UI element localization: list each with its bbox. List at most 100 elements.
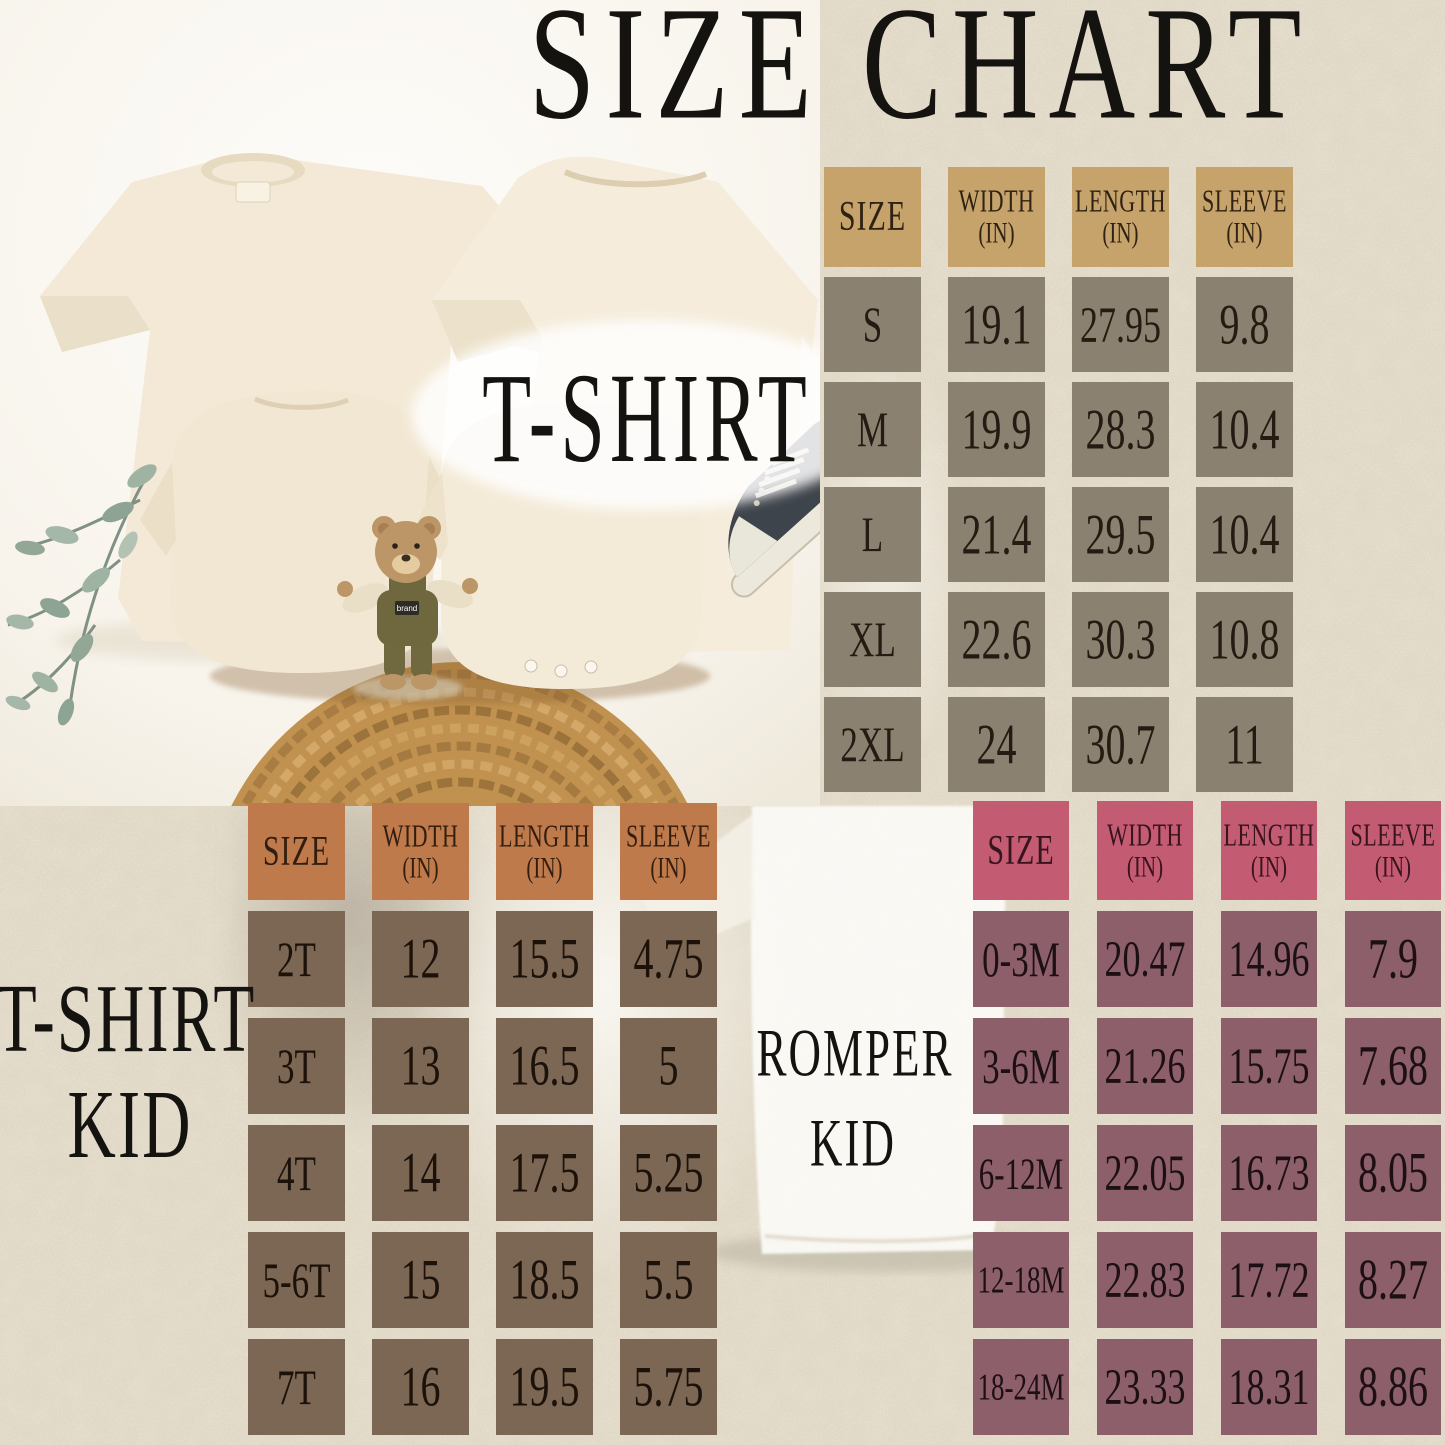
measurement-cell: 9.8 <box>1196 277 1293 372</box>
measurement-cell: 21.26 <box>1097 1018 1193 1114</box>
cell-value: 17.5 <box>509 1140 580 1205</box>
column-header-unit: (IN) <box>1374 849 1412 884</box>
size-cell: S <box>824 277 921 372</box>
size-cell: 4T <box>248 1125 345 1221</box>
cell-value: 24 <box>976 711 1017 776</box>
size-cell: 6-12M <box>973 1125 1069 1221</box>
column-header-unit: (IN) <box>402 850 439 885</box>
measurement-cell: 22.83 <box>1097 1232 1193 1328</box>
measurement-cell: 16.5 <box>496 1018 593 1114</box>
measurement-cell: 18.5 <box>496 1232 593 1328</box>
column-header-label: WIDTH <box>1107 816 1183 853</box>
measurement-cell: 4.75 <box>620 911 717 1007</box>
cell-value: 5.75 <box>633 1354 704 1419</box>
cell-value: 7T <box>277 1359 316 1415</box>
cell-value: 27.95 <box>1080 296 1161 353</box>
cell-value: 23.33 <box>1104 1358 1186 1416</box>
cell-value: 0-3M <box>982 931 1060 987</box>
measurement-cell: 19.1 <box>948 277 1045 372</box>
measurement-cell: 27.95 <box>1072 277 1169 372</box>
cell-value: 2XL <box>840 716 905 773</box>
column-header-label: LENGTH <box>1223 816 1315 853</box>
cell-value: 3T <box>277 1038 316 1094</box>
measurement-cell: 13 <box>372 1018 469 1114</box>
column-header-unit: (IN) <box>1250 849 1288 884</box>
eucalyptus-branch-image <box>5 464 157 726</box>
cell-value: M <box>856 401 889 458</box>
column-header-length: LENGTH (IN) <box>1221 801 1317 900</box>
size-cell: 2XL <box>824 697 921 792</box>
cell-value: 14 <box>400 1140 441 1205</box>
measurement-cell: 15.5 <box>496 911 593 1007</box>
measurement-cell: 14 <box>372 1125 469 1221</box>
cell-value: 15.75 <box>1228 1037 1310 1095</box>
cell-value: 14.96 <box>1228 930 1310 988</box>
measurement-cell: 5.25 <box>620 1125 717 1221</box>
woven-basket-image <box>210 648 710 806</box>
size-table-tshirt-kid: SIZE WIDTH (IN) LENGTH (IN) SLEEVE (IN) 2T 12 15.… <box>248 803 717 1435</box>
cell-value: 5.25 <box>633 1140 704 1205</box>
cell-value: 2T <box>277 931 316 987</box>
cell-value: 18-24M <box>977 1364 1065 1408</box>
column-header-label: LENGTH <box>1075 183 1166 219</box>
size-cell: M <box>824 382 921 477</box>
measurement-cell: 30.7 <box>1072 697 1169 792</box>
measurement-cell: 30.3 <box>1072 592 1169 687</box>
cell-value: 9.8 <box>1219 291 1270 356</box>
cell-value: 15.5 <box>509 926 580 991</box>
cell-value: 19.5 <box>509 1354 580 1419</box>
column-header-label: SIZE <box>262 827 331 875</box>
cell-value: 16 <box>400 1354 441 1419</box>
measurement-cell: 17.5 <box>496 1125 593 1221</box>
cell-value: 7.68 <box>1358 1033 1428 1098</box>
column-header-unit: (IN) <box>1102 216 1139 251</box>
measurement-cell: 16 <box>372 1339 469 1435</box>
cell-value: 8.86 <box>1358 1354 1428 1419</box>
measurement-cell: 10.4 <box>1196 487 1293 582</box>
column-header-sleeve: SLEEVE (IN) <box>620 803 717 900</box>
cell-value: S <box>862 296 883 353</box>
measurement-cell: 11 <box>1196 697 1293 792</box>
cell-value: 11 <box>1225 711 1264 776</box>
cell-value: 10.4 <box>1209 396 1280 461</box>
size-cell: 7T <box>248 1339 345 1435</box>
column-header-sleeve: SLEEVE (IN) <box>1196 167 1293 267</box>
cell-value: 22.83 <box>1104 1251 1186 1309</box>
measurement-cell: 10.8 <box>1196 592 1293 687</box>
cell-value: 19.1 <box>961 291 1032 356</box>
cell-value: 30.7 <box>1085 711 1156 776</box>
column-header-label: WIDTH <box>958 183 1035 219</box>
measurement-cell: 5.75 <box>620 1339 717 1435</box>
column-header-unit: (IN) <box>1126 849 1164 884</box>
cell-value: 10.4 <box>1209 501 1280 566</box>
cell-value: 5 <box>658 1033 679 1098</box>
measurement-cell: 19.9 <box>948 382 1045 477</box>
cell-value: 29.5 <box>1085 501 1156 566</box>
column-header-label: SLEEVE <box>1202 183 1287 219</box>
teddy-bear-image: brand <box>337 516 478 700</box>
cell-value: 13 <box>400 1033 441 1098</box>
measurement-cell: 15 <box>372 1232 469 1328</box>
cell-value: 6-12M <box>978 1148 1064 1198</box>
column-header-unit: (IN) <box>650 850 687 885</box>
measurement-cell: 8.86 <box>1345 1339 1441 1435</box>
column-header-label: LENGTH <box>499 817 590 854</box>
cell-value: 15 <box>400 1247 441 1312</box>
measurement-cell: 21.4 <box>948 487 1045 582</box>
column-header-size: SIZE <box>248 803 345 900</box>
cell-value: 16.5 <box>509 1033 580 1098</box>
column-header-size: SIZE <box>824 167 921 267</box>
cell-value: 16.73 <box>1228 1144 1310 1202</box>
size-cell: XL <box>824 592 921 687</box>
measurement-cell: 12 <box>372 911 469 1007</box>
size-table-tshirt-adult: SIZE WIDTH (IN) LENGTH (IN) SLEEVE (IN) S 19.1 27… <box>824 167 1293 792</box>
cell-value: 17.72 <box>1228 1251 1310 1309</box>
column-header-label: WIDTH <box>382 817 459 854</box>
cell-value: 28.3 <box>1085 396 1156 461</box>
cell-value: 4T <box>277 1145 316 1201</box>
measurement-cell: 7.68 <box>1345 1018 1441 1114</box>
label-glow <box>412 320 820 510</box>
size-cell: 0-3M <box>973 911 1069 1007</box>
column-header-sleeve: SLEEVE (IN) <box>1345 801 1441 900</box>
